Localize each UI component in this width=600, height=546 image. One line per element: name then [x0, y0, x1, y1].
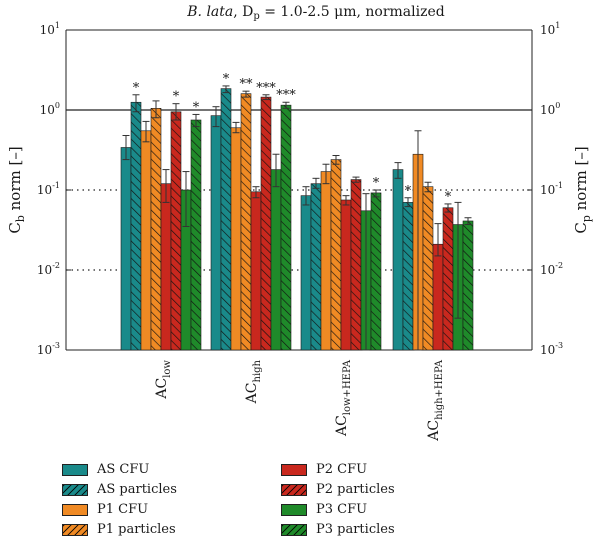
legend-label: P2 particles	[316, 482, 395, 497]
legend-label: P1 particles	[97, 522, 176, 537]
bar	[270, 169, 282, 351]
bar	[170, 111, 182, 351]
bar	[370, 192, 382, 351]
bar	[250, 191, 262, 351]
significance-label: *	[373, 176, 380, 191]
significance-label: **	[240, 77, 254, 92]
legend-label: AS CFU	[97, 462, 150, 477]
legend-item: AS CFU	[62, 462, 149, 477]
bar	[462, 220, 474, 351]
significance-label: *	[173, 90, 180, 105]
bar	[120, 147, 132, 351]
legend-label: P3 CFU	[316, 502, 368, 517]
bar	[320, 171, 332, 351]
legend-swatch	[62, 483, 88, 496]
bar	[220, 88, 232, 351]
bar	[300, 195, 312, 351]
y-tick-label: 10-2	[540, 261, 563, 277]
legend-swatch	[281, 463, 307, 476]
bar	[230, 127, 242, 351]
bar	[280, 104, 292, 351]
legend-item: P1 CFU	[62, 502, 148, 517]
legend-item: P2 CFU	[281, 462, 367, 477]
y-axis-label-left: Cb norm [–]	[6, 146, 27, 233]
x-category-label: AClow+HEPA	[334, 359, 353, 437]
legend-item: P3 CFU	[281, 502, 367, 517]
bar	[402, 202, 414, 351]
x-category-label: AClow	[154, 360, 173, 400]
legend-swatch	[62, 463, 88, 476]
legend-item: P2 particles	[281, 482, 395, 497]
y-axis-label-right: Cp norm [–]	[572, 146, 593, 233]
bar	[150, 108, 162, 351]
x-category-label: AChigh+HEPA	[426, 359, 445, 442]
legend-swatch	[281, 503, 307, 516]
bar	[432, 243, 444, 351]
bar	[240, 93, 252, 351]
legend-label: P2 CFU	[316, 462, 368, 477]
significance-label: ***	[256, 81, 276, 96]
bar	[130, 101, 142, 351]
legend-item: AS particles	[62, 482, 177, 497]
y-tick-label: 10-1	[37, 181, 60, 197]
bar	[350, 179, 362, 351]
significance-label: *	[193, 100, 200, 115]
legend-swatch	[62, 503, 88, 516]
significance-label: *	[445, 190, 452, 205]
y-tick-label: 101	[40, 21, 60, 37]
bar	[340, 199, 352, 351]
legend-label: P3 particles	[316, 522, 395, 537]
significance-label: *	[133, 81, 140, 96]
significance-label: ***	[276, 88, 296, 103]
significance-label: *	[223, 72, 230, 87]
bar	[442, 207, 454, 351]
bar	[190, 119, 202, 351]
bar	[422, 186, 434, 351]
y-tick-label: 101	[540, 21, 560, 37]
bar	[330, 159, 342, 351]
y-tick-label: 10-2	[37, 261, 60, 277]
bar	[260, 96, 272, 351]
legend: AS CFU AS particles P1 CFU P1 particles P2 C…	[62, 462, 582, 542]
y-tick-label: 100	[40, 101, 60, 117]
y-tick-label: 100	[540, 101, 560, 117]
legend-swatch	[281, 523, 307, 536]
y-tick-label: 10-3	[540, 341, 563, 357]
x-category-label: AChigh	[244, 359, 263, 404]
legend-label: P1 CFU	[97, 502, 149, 517]
bar	[310, 183, 322, 351]
legend-item: P1 particles	[62, 522, 176, 537]
legend-swatch	[281, 483, 307, 496]
chart-title: B. lata, Dp = 1.0-2.5 μm, normalized	[186, 4, 445, 22]
bar	[392, 169, 404, 351]
legend-item: P3 particles	[281, 522, 395, 537]
y-tick-label: 10-1	[540, 181, 563, 197]
bar	[160, 183, 172, 351]
legend-label: AS particles	[97, 482, 177, 497]
bar	[210, 115, 222, 351]
legend-swatch	[62, 523, 88, 536]
y-tick-label: 10-3	[37, 341, 60, 357]
significance-label: *	[405, 184, 412, 199]
bar	[140, 130, 152, 351]
